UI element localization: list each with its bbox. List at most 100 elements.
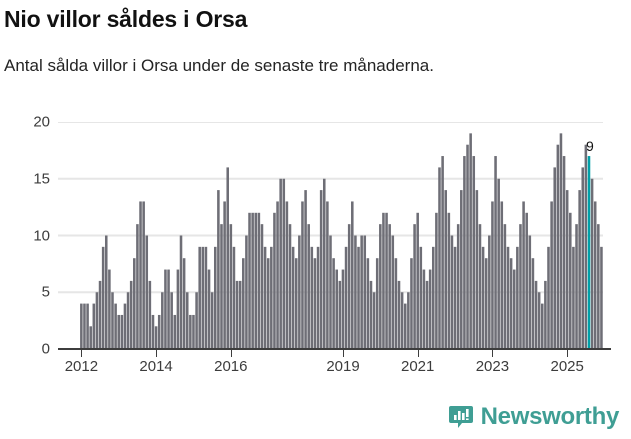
- bar: [80, 303, 83, 349]
- bar: [590, 178, 594, 349]
- bar: [145, 235, 149, 349]
- bar: [506, 246, 510, 349]
- bar: [357, 246, 360, 349]
- bar: [531, 258, 535, 349]
- bar: [491, 201, 494, 349]
- bar: [182, 258, 186, 349]
- bar: [148, 280, 152, 349]
- bar: [322, 178, 326, 349]
- bar: [254, 212, 258, 349]
- bar: [273, 212, 276, 349]
- bar: [316, 246, 320, 349]
- bar: [157, 314, 161, 349]
- bar: [307, 224, 310, 349]
- bar: [562, 156, 566, 349]
- bar: [444, 190, 447, 349]
- chart-subtitle: Antal sålda villor i Orsa under de senas…: [4, 56, 434, 75]
- bar: [98, 280, 102, 349]
- bar: [142, 201, 145, 349]
- x-axis-tick-label: 2012: [64, 358, 99, 375]
- bar: [332, 258, 335, 349]
- bar: [379, 224, 382, 349]
- bar: [553, 167, 556, 349]
- bar: [419, 246, 423, 349]
- page-title: Nio villor såldes i Orsa: [4, 6, 248, 32]
- x-axis-tick-label: 2019: [326, 358, 360, 375]
- last-value-annotation: 9: [585, 138, 594, 155]
- bar: [248, 212, 251, 349]
- bar: [441, 156, 444, 349]
- bar: [198, 246, 201, 349]
- bar: [435, 212, 438, 349]
- bar: [363, 235, 367, 349]
- bar: [516, 246, 519, 349]
- bar: [565, 190, 569, 349]
- x-axis-tick-mark: [567, 350, 569, 357]
- bar: [251, 212, 254, 349]
- bar: [469, 133, 472, 349]
- bar: [484, 258, 488, 349]
- bar: [133, 258, 136, 349]
- bar: [581, 167, 585, 349]
- bar: [220, 224, 223, 349]
- bar: [154, 326, 158, 349]
- bar: [335, 269, 338, 349]
- bar: [575, 224, 578, 349]
- y-axis-tick-label: 20: [33, 113, 50, 131]
- bar: [117, 314, 120, 349]
- bar: [394, 258, 398, 349]
- bar: [351, 201, 354, 349]
- bar: [151, 314, 155, 349]
- bar: [382, 212, 385, 349]
- bar: [472, 156, 476, 349]
- bar: [270, 246, 273, 349]
- bar: [503, 224, 507, 349]
- bar: [329, 235, 332, 349]
- bar: [285, 201, 289, 349]
- bar: [207, 269, 211, 349]
- bar: [298, 235, 301, 349]
- bar: [338, 280, 342, 349]
- bar: [114, 303, 117, 349]
- bar: [360, 235, 363, 349]
- x-axis-tick-label: 2014: [139, 358, 173, 375]
- bar: [245, 235, 248, 349]
- bar: [600, 246, 603, 349]
- newsworthy-logo-text: Newsworthy: [480, 403, 620, 430]
- y-axis-tick-label: 5: [41, 283, 50, 301]
- bar: [304, 190, 307, 349]
- bar: [481, 246, 485, 349]
- bar: [260, 224, 264, 349]
- x-axis-tick-mark: [492, 350, 494, 357]
- y-axis-tick-label: 15: [33, 170, 50, 188]
- bar: [544, 280, 547, 349]
- bar: [578, 190, 581, 349]
- bar: [559, 133, 563, 349]
- bar: [217, 190, 220, 349]
- bar: [257, 212, 261, 349]
- bar-chart-svg: [58, 122, 603, 349]
- bar: [86, 303, 89, 349]
- bar: [416, 212, 419, 349]
- bar: [407, 292, 410, 349]
- bar: [428, 269, 432, 349]
- bar: [301, 201, 304, 349]
- speech-bubble-bar-chart-icon: [448, 404, 474, 430]
- bar: [391, 235, 395, 349]
- bar: [584, 144, 588, 349]
- newsworthy-logo[interactable]: Newsworthy: [448, 403, 619, 431]
- bar: [242, 258, 245, 349]
- x-axis-tick-label: 2023: [475, 358, 510, 375]
- bar: [572, 246, 575, 349]
- bar: [597, 224, 600, 349]
- bar: [453, 246, 457, 349]
- bar: [372, 292, 376, 349]
- bar: [447, 212, 451, 349]
- x-axis-line: [58, 348, 611, 350]
- bar: [139, 201, 142, 349]
- plot-area: [58, 122, 603, 349]
- bar: [366, 258, 370, 349]
- bar: [478, 224, 482, 349]
- bar: [512, 269, 516, 349]
